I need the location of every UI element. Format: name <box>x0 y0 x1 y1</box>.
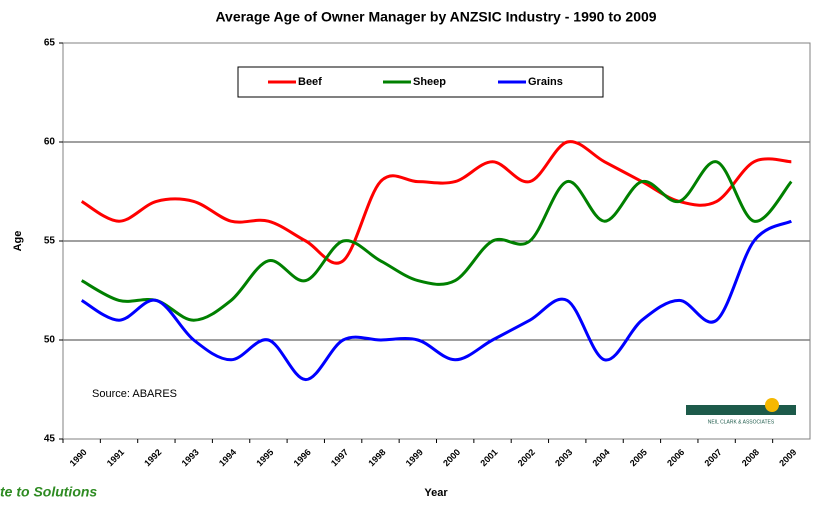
x-tick-label: 1992 <box>142 447 163 468</box>
chart-title: Average Age of Owner Manager by ANZSIC I… <box>215 9 656 25</box>
source-note: Source: ABARES <box>92 388 177 400</box>
y-tick-label: 45 <box>44 434 56 445</box>
y-tick-label: 65 <box>44 38 56 49</box>
x-tick-label: 2001 <box>478 447 499 468</box>
legend-label: Sheep <box>413 76 446 88</box>
series-line <box>80 140 792 265</box>
x-tick-label: 2008 <box>740 447 761 468</box>
logo-band <box>686 405 796 415</box>
x-tick-label: 1996 <box>292 447 313 468</box>
legend-label: Beef <box>298 76 322 88</box>
x-tick-label: 2003 <box>553 447 574 468</box>
x-tick-label: 2005 <box>628 447 649 468</box>
legend-box <box>237 66 604 98</box>
y-tick-label: 55 <box>44 236 56 247</box>
y-tick-label: 50 <box>44 335 56 346</box>
x-tick-label: 1999 <box>404 447 425 468</box>
x-tick-label: 1998 <box>366 447 387 468</box>
logo: NEIL CLARK & ASSOCIATES <box>686 398 796 425</box>
x-tick-label: 1993 <box>180 447 201 468</box>
x-tick-label: 2000 <box>441 447 462 468</box>
x-tick-label: 1994 <box>217 447 238 468</box>
series-line <box>80 219 793 382</box>
x-axis-title: Year <box>424 487 448 499</box>
logo-sun <box>765 398 779 412</box>
x-tick-label: 1995 <box>254 447 275 468</box>
x-tick-label: 2007 <box>702 447 723 468</box>
legend-label: Grains <box>528 76 563 88</box>
x-tick-label: 2004 <box>590 447 611 468</box>
series-line <box>80 160 793 322</box>
x-tick-label: 1997 <box>329 447 350 468</box>
footer-text: te to Solutions <box>0 484 97 500</box>
x-tick-label: 2009 <box>777 447 798 468</box>
y-tick-label: 60 <box>44 137 56 148</box>
logo-text: NEIL CLARK & ASSOCIATES <box>708 419 775 425</box>
y-axis-title: Age <box>12 231 24 252</box>
x-tick-label: 2006 <box>665 447 686 468</box>
x-tick-label: 1990 <box>68 447 89 468</box>
x-tick-label: 1991 <box>105 447 126 468</box>
x-tick-label: 2002 <box>516 447 537 468</box>
